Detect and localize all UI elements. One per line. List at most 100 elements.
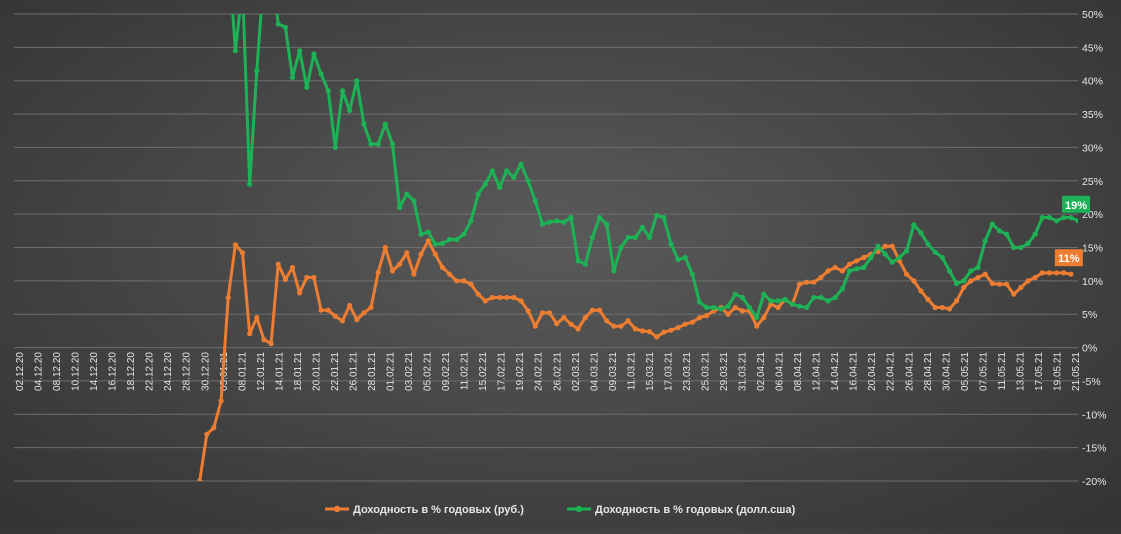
data-point-usd (247, 181, 253, 187)
data-point-usd (925, 241, 931, 247)
data-point-rub (639, 328, 646, 334)
legend-swatch-marker (333, 505, 341, 513)
data-point-rub (961, 284, 967, 291)
x-tick-label: 16.12.20 (108, 352, 119, 391)
data-point-rub (461, 278, 467, 284)
data-point-usd (768, 298, 774, 304)
data-point-rub (1039, 270, 1045, 276)
data-point-rub (939, 304, 945, 311)
data-point-usd (518, 161, 524, 167)
data-point-rub (525, 308, 531, 314)
data-point-usd (911, 222, 917, 228)
data-point-rub (739, 308, 746, 314)
data-point-rub (932, 304, 938, 311)
data-point-usd (511, 174, 517, 180)
data-point-rub (1054, 270, 1060, 276)
data-point-rub (996, 281, 1003, 287)
data-point-rub (732, 304, 738, 311)
data-point-usd (689, 271, 696, 277)
end-label-rub: 11% (1054, 249, 1083, 267)
data-point-rub (239, 250, 246, 256)
data-point-usd (918, 230, 924, 236)
data-point-rub (197, 478, 203, 481)
x-tick-label: 02.12.20 (15, 352, 26, 391)
x-tick-label: 18.01.21 (293, 352, 304, 391)
data-point-rub (504, 294, 510, 301)
x-tick-label: 13.05.21 (1015, 352, 1026, 391)
data-point-usd (975, 264, 981, 271)
x-tick-label: 01.02.21 (386, 352, 397, 391)
x-tick-label: 14.04.21 (830, 352, 841, 391)
data-point-rub (889, 243, 895, 249)
x-tick-label: 02.03.21 (571, 352, 582, 391)
data-point-usd (868, 254, 874, 261)
end-label-usd: 19% (1062, 195, 1090, 213)
data-point-usd (1061, 214, 1067, 221)
data-point-rub (218, 398, 224, 404)
data-point-rub (1046, 270, 1052, 276)
data-point-usd (796, 303, 803, 309)
x-tick-label: 19.02.21 (515, 352, 526, 391)
x-tick-label: 07.05.21 (978, 352, 989, 391)
data-point-rub (854, 258, 860, 264)
x-tick-label: 22.01.21 (330, 352, 341, 391)
data-point-rub (332, 313, 338, 319)
x-tick-label: 12.01.21 (256, 352, 267, 391)
data-point-usd (1046, 214, 1052, 221)
data-point-usd (482, 181, 488, 187)
data-point-rub (582, 315, 588, 321)
data-point-usd (782, 296, 788, 303)
x-tick-label: 15.03.21 (645, 352, 656, 391)
data-point-usd (1011, 244, 1017, 251)
data-point-usd (339, 88, 346, 94)
data-point-usd (961, 278, 967, 284)
data-point-rub (247, 331, 253, 337)
data-point-usd (1018, 244, 1024, 251)
data-point-rub (918, 288, 924, 294)
data-point-usd (668, 241, 674, 247)
data-point-rub (297, 290, 303, 296)
data-point-rub (825, 268, 831, 274)
data-point-usd (1068, 214, 1074, 221)
data-point-usd (754, 315, 760, 321)
x-tick-label: 10.12.20 (71, 352, 82, 391)
data-point-usd (1075, 218, 1078, 224)
data-point-rub (775, 304, 781, 311)
data-point-rub (511, 294, 517, 301)
data-point-usd (1039, 214, 1045, 221)
data-point-usd (804, 304, 810, 311)
x-tick-label: 11.03.21 (626, 352, 637, 391)
y-tick-label: 25% (1082, 176, 1103, 188)
y-tick-label: 50% (1082, 9, 1103, 21)
data-point-rub (368, 304, 374, 311)
x-tick-label: 04.12.20 (34, 352, 45, 391)
x-tick-label: 24.12.20 (163, 352, 174, 391)
x-tick-label: 24.02.21 (534, 352, 545, 391)
x-tick-label: 20.01.21 (311, 352, 322, 391)
data-point-usd (618, 244, 624, 251)
data-point-usd (561, 219, 567, 225)
x-tick-label: 30.12.20 (200, 352, 211, 391)
data-point-usd (982, 238, 988, 244)
data-point-rub (432, 251, 438, 257)
data-point-usd (354, 78, 360, 84)
data-point-usd (725, 303, 731, 309)
data-point-rub (489, 294, 495, 301)
data-point-usd (425, 229, 431, 235)
x-tick-label: 26.04.21 (904, 352, 915, 391)
data-point-usd (497, 184, 503, 191)
data-point-usd (861, 264, 867, 271)
data-point-rub (1011, 291, 1017, 297)
x-tick-label: 17.05.21 (1034, 352, 1045, 391)
data-point-rub (832, 264, 838, 271)
data-point-usd (654, 212, 660, 219)
data-point-usd (882, 251, 888, 257)
data-point-rub (325, 307, 331, 313)
data-point-usd (818, 294, 824, 301)
data-point-usd (696, 299, 703, 305)
data-point-rub (597, 307, 603, 313)
data-point-usd (389, 141, 396, 147)
data-point-rub (675, 325, 681, 331)
data-point-usd (646, 234, 653, 241)
